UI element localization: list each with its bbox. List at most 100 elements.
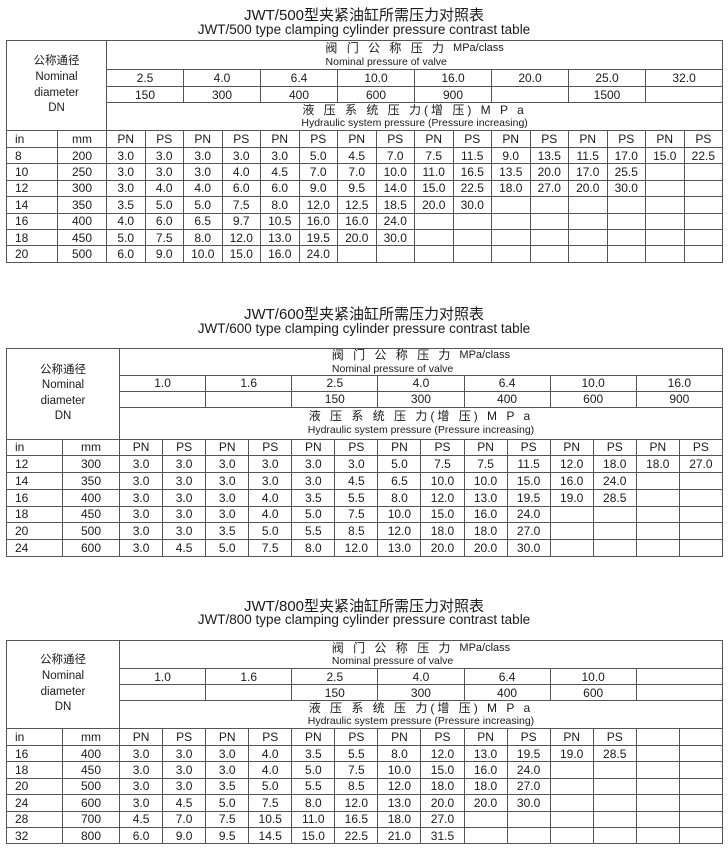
pressure-value-cell: 16.0 [337,212,377,230]
size-mm-cell: 500 [62,777,120,796]
pressure-value-cell: 9.5 [205,826,250,845]
hydraulic-pressure-header: 液 压 系 统 压 力(增 压) M P a Hydraulic system p… [105,102,724,131]
pressure-value-cell: 5.0 [144,196,184,214]
nominal-pressure-cell: 1.6 [205,668,293,685]
valve-pressure-en: Nominal pressure of valve [331,362,454,375]
pressure-value-cell: 10.5 [260,212,300,230]
pressure-value-cell: 3.0 [144,146,184,165]
pressure-value-cell: 3.0 [205,505,250,524]
nominal-pressure-cell: 6.4 [463,668,551,685]
pressure-value-cell [683,163,724,181]
column-label-row: in mm PN PS PN PS PN PS PN PS PN PS PN PS PN PS [6,438,723,456]
pressure-value-cell: 3.0 [106,179,146,198]
column-label: PS [592,438,637,456]
pressure-value-cell [645,245,685,263]
column-label: PS [248,728,293,746]
column-label: PN [337,130,377,148]
pressure-value-cell [678,810,723,828]
pressure-value-cell: 12.0 [298,196,338,214]
pressure-value-cell: 18.0 [463,777,508,796]
pressure-value-cell: 3.0 [291,471,336,490]
size-mm-cell: 300 [57,179,107,198]
pressure-value-cell: 6.0 [106,245,146,263]
pressure-value-cell: 15.0 [291,826,336,845]
pressure-value-cell: 12.5 [337,196,377,214]
pressure-value-cell [678,539,723,558]
nominal-pressure-cell: 16.0 [635,374,723,392]
pressure-value-cell: 16.0 [463,761,508,779]
pressure-value-cell: 3.0 [162,505,207,524]
hydraulic-pressure-cn: 液 压 系 统 压 力(增 压) M P a [308,700,534,715]
pressure-value-cell: 6.0 [118,826,164,845]
pressure-value-cell: 16.0 [298,212,338,230]
pressure-value-cell [678,761,723,779]
pressure-value-cell [414,245,454,263]
size-in-cell: 24 [6,539,63,558]
pressure-value-cell: 20.0 [463,539,508,558]
pressure-value-cell [549,761,594,779]
pressure-class-cell: 900 [635,390,723,408]
pressure-value-cell [568,245,608,263]
pressure-value-cell: 7.5 [248,794,293,812]
pressure-value-cell: 3.0 [162,761,207,779]
pressure-value-cell [635,777,680,796]
pressure-class-cell [635,684,723,701]
pressure-value-cell [491,196,531,214]
table-row: 20 500 3.0 3.0 3.5 5.0 5.5 8.5 12.0 18.0 18.0 27.0 [6,522,723,541]
pressure-value-cell: 3.5 [291,488,336,507]
size-in-cell: 20 [6,777,63,796]
column-label: in [6,130,58,148]
pressure-value-cell [506,826,551,845]
pressure-class-cell [491,86,569,103]
column-label: PN [635,438,680,456]
pressure-value-cell: 20.0 [529,163,569,181]
pressure-value-cell: 4.0 [248,761,293,779]
pressure-value-cell: 18.0 [420,777,465,796]
dn-header-dn-en1: Nominal [41,379,85,392]
pressure-class-cell: 300 [377,684,465,701]
size-in-cell: 16 [6,212,58,230]
pressure-value-cell [568,228,608,247]
pressure-value-cell: 9.0 [491,146,531,165]
size-mm-cell: 400 [62,744,120,763]
pressure-value-cell: 6.5 [183,212,223,230]
pressure-value-cell: 3.0 [118,454,164,473]
pressure-value-cell: 22.5 [334,826,379,845]
pressure-value-cell: 8.0 [291,539,336,558]
hydraulic-pressure-en: Hydraulic system pressure (Pressure incr… [307,715,535,728]
pressure-value-cell: 30.0 [375,228,415,247]
pressure-value-cell: 9.7 [221,212,261,230]
table-row: 8 200 3.0 3.0 3.0 3.0 3.0 5.0 4.5 7.0 7.5 11.5 9.0 13… [6,146,724,165]
pressure-value-cell: 3.0 [162,471,207,490]
table-title-en: JWT/500 type clamping cylinder pressure … [197,22,531,37]
valve-pressure-unit: MPa/class [453,42,504,55]
valve-pressure-unit: MPa/class [459,641,511,654]
pressure-value-cell: 4.5 [260,163,300,181]
dn-header-dn: DN [54,410,72,423]
pressure-value-cell: 20.0 [420,539,465,558]
pressure-value-cell: 11.0 [414,163,454,181]
pressure-value-cell: 3.0 [205,488,250,507]
pressure-value-cell [606,196,646,214]
column-label [635,728,680,746]
pressure-value-cell [606,212,646,230]
pressure-value-cell: 3.0 [291,454,336,473]
pressure-value-cell: 19.0 [549,744,594,763]
pressure-value-cell: 15.0 [645,146,685,165]
column-label: PN [183,130,223,148]
pressure-value-cell: 8.0 [377,488,422,507]
header-row-hydraulic: 液 压 系 统 压 力(增 压) M P a Hydraulic system p… [7,406,723,440]
pressure-value-cell: 5.0 [205,539,250,558]
pressure-value-cell: 27.0 [529,179,569,198]
pressure-value-cell: 4.5 [337,146,377,165]
nominal-diameter-header: 公称通径 Nominal diameter DN [6,40,107,131]
pressure-value-cell [678,744,723,763]
pressure-class-cell: 600 [337,86,415,103]
column-label: PS [221,130,261,148]
pressure-value-cell: 10.0 [377,505,422,524]
pressure-value-cell: 16.0 [549,471,594,490]
pressure-value-cell: 15.0 [506,471,551,490]
nominal-pressure-cell: 6.4 [463,374,551,392]
pressure-value-cell [463,826,508,845]
size-mm-cell: 700 [62,810,120,828]
